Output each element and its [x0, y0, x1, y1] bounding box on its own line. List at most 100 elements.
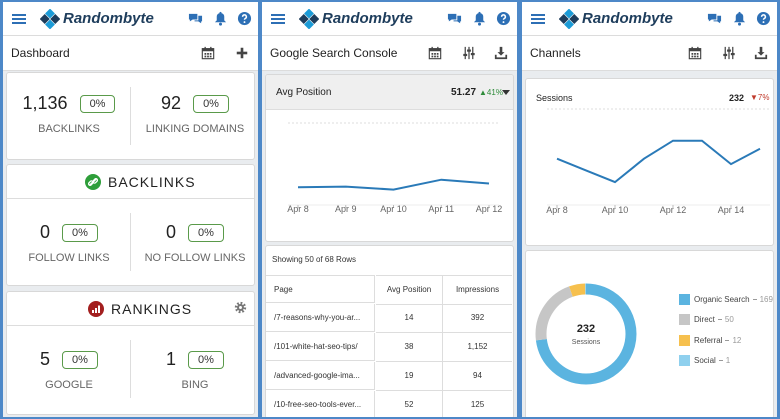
bell-icon[interactable]: [472, 11, 487, 26]
chat-icon-part: [713, 15, 722, 24]
help-icon-part: [243, 21, 246, 23]
sliders-icon-part: [730, 53, 735, 56]
legend-separator: [752, 298, 757, 300]
download-icon[interactable]: [494, 46, 508, 60]
logo-icon[interactable]: [40, 9, 60, 29]
legend-separator: [718, 360, 723, 361]
logo-text: Randombyte: [582, 10, 673, 27]
x-tick-label: Apr 12: [476, 204, 503, 214]
download-icon-part: [757, 46, 765, 56]
column-header: Page: [266, 275, 375, 303]
divider: [130, 213, 131, 271]
section-header: RANKINGS: [7, 292, 254, 326]
gear-icon[interactable]: [234, 301, 247, 314]
sliders-icon[interactable]: [462, 46, 476, 60]
legend-name: Social: [694, 356, 716, 365]
page-title: Dashboard: [11, 46, 70, 60]
x-tick-label: Apr 8: [287, 204, 309, 214]
menu-icon[interactable]: [270, 11, 286, 27]
logo-icon[interactable]: [559, 9, 579, 29]
stat-label: GOOGLE: [45, 379, 93, 391]
help-icon[interactable]: [496, 11, 511, 26]
calendar-icon[interactable]: [428, 46, 442, 60]
download-icon-part: [754, 54, 768, 60]
stat-row: 0 0%: [7, 222, 131, 243]
caret-shape: [502, 90, 510, 95]
legend-item[interactable]: Direct 50: [679, 314, 734, 326]
legend-name: Direct: [694, 315, 715, 324]
table-cell: 52: [376, 391, 443, 417]
logo-icon-part: [50, 14, 60, 24]
gear-icon-part: [234, 301, 247, 314]
help-icon[interactable]: [756, 11, 771, 26]
logo-icon-part: [564, 9, 574, 19]
column-header: Avg Position: [376, 275, 443, 305]
stat-row: 0 0%: [133, 222, 254, 243]
top-bar: Randombyte: [522, 2, 777, 36]
stat: 0 0% FOLLOW LINKS: [7, 222, 131, 264]
chart-change: ▲41%: [479, 88, 503, 97]
legend-item[interactable]: Referral 12: [679, 334, 741, 346]
bell-icon-part: [214, 11, 227, 23]
legend-value: 1: [725, 356, 731, 365]
menu-icon-part: [12, 18, 26, 20]
sliders-icon-part: [724, 46, 726, 60]
stat-change: 0%: [188, 350, 224, 369]
stat-value: 1,136: [22, 93, 68, 113]
download-icon[interactable]: [754, 46, 768, 60]
legend-item[interactable]: Organic Search 169: [679, 293, 773, 305]
stat-change: 0%: [79, 94, 116, 113]
stat-value: 5: [40, 349, 51, 369]
menu-icon[interactable]: [11, 11, 27, 27]
sliders-icon-part: [723, 53, 728, 57]
calendar-icon-part: [429, 48, 441, 52]
dropdown-caret[interactable]: [502, 90, 510, 95]
legend-swatch: [679, 314, 690, 325]
table-cell: /101-white-hat-seo-tips/: [266, 333, 375, 361]
chat-icon[interactable]: [188, 11, 203, 26]
menu-icon-part: [531, 22, 545, 24]
donut-chart: 232 Sessions: [535, 283, 637, 385]
sliders-icon-part: [470, 53, 475, 56]
line-chart: Apr 8 Apr 9 Apr 10 Apr 11 Apr 12: [287, 122, 503, 214]
menu-icon[interactable]: [530, 11, 546, 27]
chat-icon-part: [447, 13, 457, 22]
plus-icon[interactable]: [235, 46, 249, 60]
sub-header: Channels: [522, 36, 777, 71]
help-icon[interactable]: [237, 11, 252, 26]
bell-icon[interactable]: [213, 11, 228, 26]
x-tick-label: Apr 14: [718, 205, 745, 215]
legend-item[interactable]: Social 1: [679, 355, 730, 367]
logo-icon-part: [559, 14, 569, 24]
help-icon-part: [762, 21, 765, 23]
sliders-icon-part: [468, 46, 470, 60]
bell-icon[interactable]: [732, 11, 747, 26]
calendar-icon[interactable]: [201, 46, 215, 60]
stat-label: LINKING DOMAINS: [145, 123, 245, 135]
chart-header: Avg Position 51.27 ▲41%: [266, 75, 513, 110]
logo-icon[interactable]: [299, 9, 319, 29]
line: [297, 178, 490, 191]
logo-icon-part: [40, 14, 50, 24]
donut-total: 232: [577, 323, 595, 335]
sliders-icon[interactable]: [722, 46, 736, 60]
x-tick-label: Apr 10: [380, 204, 407, 214]
sliders-icon-part: [728, 46, 730, 60]
chat-icon[interactable]: [707, 11, 722, 26]
section-card: BACKLINKS 0 0% FOLLOW LINKS 0 0% NO FOLLOW LIN…: [6, 164, 255, 286]
stat: 1 0% BING: [133, 349, 254, 391]
menu-icon-part: [12, 22, 26, 24]
legend-swatch: [679, 355, 690, 366]
download-icon-part: [497, 46, 505, 56]
chat-icon[interactable]: [447, 11, 462, 26]
section-header: BACKLINKS: [7, 165, 254, 199]
calendar-icon-part: [697, 46, 699, 50]
table-caption: Showing 50 of 68 Rows: [272, 255, 357, 264]
chart-card: Apr 8 Apr 10 Apr 12 Apr 14 Sessions 232 ▼7%: [525, 78, 774, 246]
menu-icon-part: [271, 22, 285, 24]
line-chart: Apr 8 Apr 10 Apr 12 Apr 14: [546, 108, 770, 215]
bell-icon-part: [733, 11, 746, 23]
calendar-icon[interactable]: [688, 46, 702, 60]
section-card: RANKINGS 5 0% GOOGLE 1 0% BING: [6, 291, 255, 415]
logo-icon-part: [569, 14, 579, 24]
